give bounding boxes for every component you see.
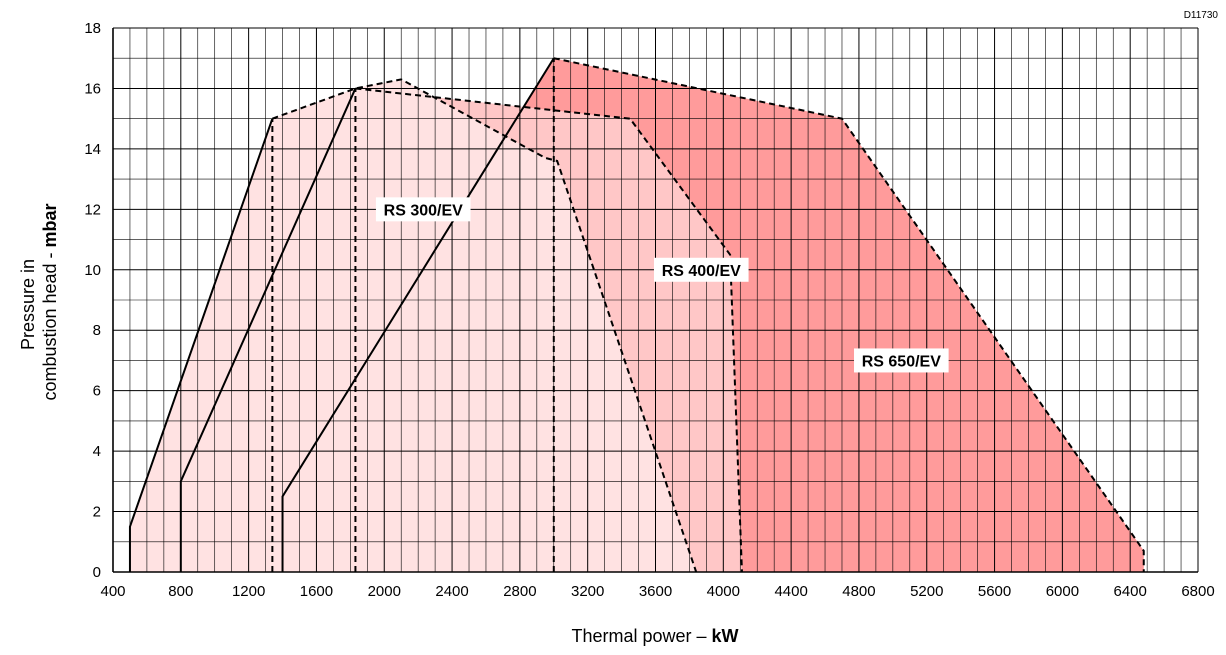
- series-label-box: [653, 257, 749, 282]
- x-tick-label: 3200: [571, 583, 604, 600]
- series-outlines: [128, 57, 1145, 573]
- x-tick-label: 400: [100, 583, 125, 600]
- y-axis-title-line2: combustion head -: [40, 247, 60, 400]
- x-tick-label: 2400: [435, 583, 468, 600]
- x-tick-label: 4800: [842, 583, 875, 600]
- x-tick-label: 6400: [1114, 583, 1147, 600]
- x-tick-label: 2000: [368, 583, 401, 600]
- x-tick-labels: 400 800 1200 1600 2000 2400 2800 3200 3600 4000 44…: [100, 583, 1214, 600]
- series-fills: [130, 58, 1144, 573]
- series-label-box: [854, 348, 949, 373]
- series-label-box: [375, 197, 471, 222]
- x-tick-label: 5200: [910, 583, 943, 600]
- x-tick-label: 4400: [774, 583, 807, 600]
- x-tick-label: 1600: [300, 583, 333, 600]
- outline-dashed-rs-400-ev: [355, 87, 743, 573]
- series-label-rs-400-ev: RS 400/EV: [662, 263, 741, 280]
- x-tick-label: 6800: [1181, 583, 1214, 600]
- series-label-rs-300-ev: RS 300/EV: [384, 202, 463, 219]
- reference-code: D11730: [1184, 10, 1219, 21]
- y-tick-label: 8: [93, 322, 101, 339]
- y-tick-label: 10: [84, 262, 101, 279]
- y-tick-label: 6: [93, 383, 101, 400]
- series-label-rs-650-ev: RS 650/EV: [862, 353, 941, 370]
- y-axis-title: Pressure in combustion head - mbar: [18, 203, 60, 400]
- outline-solid-rs-300-ev: [128, 118, 274, 572]
- x-tick-label: 5600: [978, 583, 1011, 600]
- grid: [112, 27, 1199, 573]
- x-tick-label: 6000: [1046, 583, 1079, 600]
- outline-dashed-rs-300-ev: [272, 78, 698, 573]
- x-tick-label: 4000: [707, 583, 740, 600]
- y-tick-label: 18: [84, 20, 101, 37]
- x-axis-title: Thermal power – kW: [571, 626, 738, 646]
- x-tick-label: 800: [168, 583, 193, 600]
- y-tick-label: 16: [84, 80, 101, 97]
- outline-solid-rs-400-ev: [179, 88, 357, 572]
- y-tick-label: 2: [93, 504, 101, 521]
- y-tick-label: 0: [93, 564, 101, 581]
- series-labels: RS 650/EV RS 400/EV RS 300/EV: [375, 197, 949, 373]
- y-tick-label: 14: [84, 141, 101, 158]
- y-tick-label: 4: [93, 443, 101, 460]
- outline-dashed-rs-650-ev: [553, 57, 1145, 572]
- y-tick-label: 12: [84, 201, 101, 218]
- y-tick-labels: 0 2 4 6 8 10 12 14 16 18: [84, 20, 101, 581]
- x-tick-label: 2800: [503, 583, 536, 600]
- x-tick-label: 1200: [232, 583, 265, 600]
- x-tick-label: 3600: [639, 583, 672, 600]
